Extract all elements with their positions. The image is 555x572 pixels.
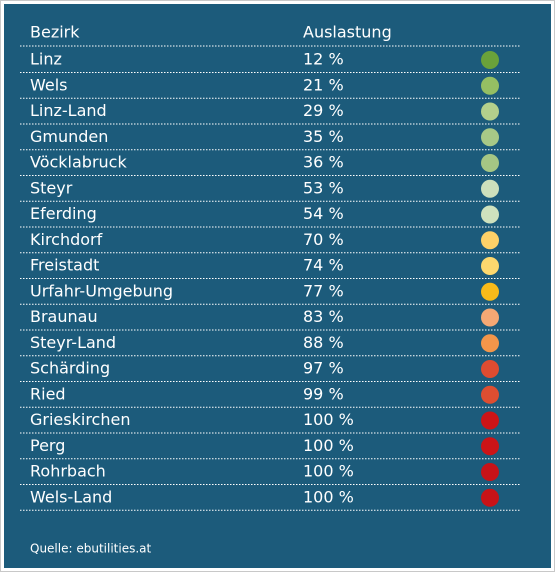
district-name: Braunau: [30, 307, 98, 326]
status-dot: [481, 488, 499, 507]
header-cell: Bezirk: [30, 23, 80, 42]
utilization-value: 100 %: [303, 410, 354, 429]
status-dot: [481, 51, 499, 69]
district-name: Steyr-Land: [30, 333, 116, 352]
status-dot: [481, 257, 499, 275]
utilization-value: 70 %: [303, 230, 344, 249]
district-name: Freistadt: [30, 256, 99, 275]
utilization-value: 97 %: [303, 359, 344, 378]
source-note: Quelle: ebutilities.at: [30, 542, 151, 556]
utilization-value: 35 %: [303, 127, 344, 146]
utilization-value: 54 %: [303, 204, 344, 223]
utilization-value: 83 %: [303, 307, 344, 326]
district-name: Steyr: [30, 178, 73, 197]
utilization-value: 100 %: [303, 462, 354, 481]
status-dot: [481, 128, 499, 147]
district-name: Linz-Land: [30, 101, 107, 120]
utilization-value: 12 %: [303, 50, 344, 69]
status-dot: [481, 411, 499, 430]
utilization-value: 36 %: [303, 153, 344, 172]
status-dot: [481, 334, 499, 353]
status-dot: [481, 437, 499, 456]
district-name: Vöcklabruck: [30, 153, 127, 172]
district-name: Wels-Land: [30, 487, 112, 506]
utilization-value: 100 %: [303, 436, 354, 455]
status-dot: [481, 463, 499, 481]
status-dot: [481, 360, 499, 378]
district-name: Eferding: [30, 204, 97, 223]
status-dot: [481, 231, 499, 250]
district-name: Rohrbach: [30, 462, 106, 481]
header-cell: Auslastung: [303, 23, 392, 42]
district-name: Grieskirchen: [30, 410, 130, 429]
utilization-value: 21 %: [303, 75, 344, 94]
utilization-value: 74 %: [303, 256, 344, 275]
district-name: Schärding: [30, 359, 110, 378]
status-dot: [481, 179, 499, 198]
utilization-value: 88 %: [303, 333, 344, 352]
district-name: Gmunden: [30, 127, 108, 146]
status-dot: [481, 282, 499, 301]
status-dot: [481, 102, 499, 121]
status-dot: [481, 76, 499, 95]
status-dot: [481, 308, 499, 327]
utilization-value: 77 %: [303, 281, 344, 300]
status-dot: [481, 205, 499, 224]
district-name: Wels: [30, 75, 68, 94]
utilization-value: 100 %: [303, 487, 354, 506]
district-name: Kirchdorf: [30, 230, 103, 249]
district-name: Urfahr-Umgebung: [30, 281, 173, 300]
status-dot: [481, 385, 499, 404]
district-name: Perg: [30, 436, 65, 455]
district-name: Linz: [30, 50, 62, 69]
status-dot: [481, 154, 499, 172]
district-name: Ried: [30, 384, 66, 403]
utilization-value: 29 %: [303, 101, 344, 120]
utilization-value: 99 %: [303, 384, 344, 403]
utilization-value: 53 %: [303, 178, 344, 197]
